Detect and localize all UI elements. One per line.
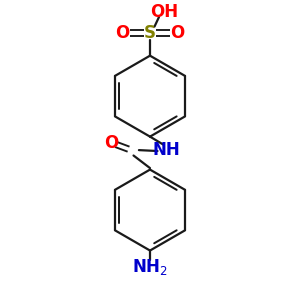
Text: S: S [144,24,156,42]
Text: NH$_2$: NH$_2$ [132,257,168,277]
Text: O: O [115,24,130,42]
Text: NH: NH [153,141,180,159]
Text: OH: OH [150,3,178,21]
Text: O: O [170,24,185,42]
Text: O: O [104,134,118,152]
